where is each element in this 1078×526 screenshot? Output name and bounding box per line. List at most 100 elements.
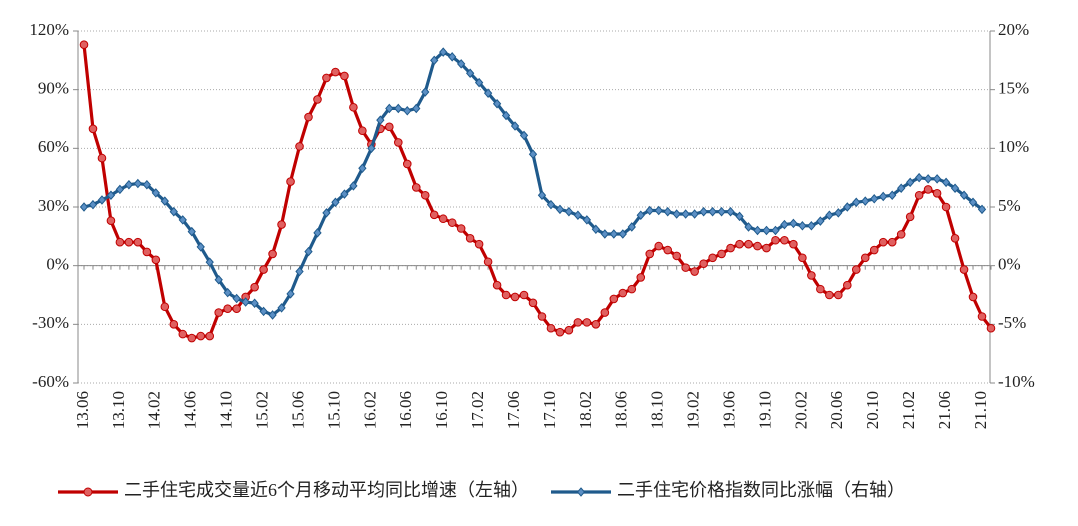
x-tick-label: 14.02 xyxy=(145,391,164,429)
point xyxy=(950,233,960,243)
point xyxy=(618,288,628,298)
point xyxy=(654,241,664,251)
point xyxy=(744,239,753,249)
point xyxy=(411,183,421,192)
point xyxy=(412,103,421,114)
point xyxy=(456,59,466,69)
point xyxy=(187,333,197,343)
point xyxy=(376,115,385,125)
y2-tick-label: -5% xyxy=(998,313,1026,332)
legend-label: 二手住宅成交量近6个月移动平均同比增速（左轴） xyxy=(124,480,529,500)
x-tick-label: 20.06 xyxy=(827,391,846,429)
point xyxy=(825,290,834,300)
point xyxy=(340,71,349,81)
point xyxy=(124,237,134,247)
point xyxy=(429,210,439,220)
x-tick-label: 14.10 xyxy=(217,391,236,429)
point xyxy=(636,210,645,220)
point xyxy=(142,179,152,190)
point xyxy=(286,177,295,186)
point xyxy=(762,225,771,236)
point xyxy=(905,212,915,222)
point xyxy=(205,331,215,341)
point xyxy=(573,318,583,327)
point xyxy=(232,304,241,313)
point xyxy=(555,204,565,215)
point xyxy=(573,210,583,220)
point xyxy=(860,253,870,263)
y2-tick-label: 10% xyxy=(998,137,1029,156)
point xyxy=(106,190,116,201)
x-tick-label: 17.06 xyxy=(504,391,523,429)
x-tick-label: 14.06 xyxy=(181,391,200,429)
point xyxy=(546,323,556,333)
point xyxy=(654,205,663,216)
point xyxy=(187,226,196,237)
point xyxy=(133,237,143,247)
point xyxy=(717,249,726,259)
point xyxy=(708,253,717,263)
point xyxy=(241,297,250,307)
y-tick-label: -60% xyxy=(32,372,69,391)
point xyxy=(780,219,789,230)
x-tick-label: 17.02 xyxy=(468,391,487,429)
point xyxy=(196,331,206,341)
x-tick-label: 16.10 xyxy=(432,391,451,429)
point xyxy=(340,189,349,199)
point xyxy=(897,183,906,193)
point xyxy=(834,208,843,218)
point xyxy=(151,255,161,265)
point xyxy=(313,228,322,238)
point xyxy=(878,237,888,247)
point xyxy=(304,112,313,122)
point xyxy=(798,253,807,263)
point xyxy=(349,181,358,191)
x-tick-label: 19.10 xyxy=(755,391,774,429)
point xyxy=(88,124,98,134)
point xyxy=(744,222,753,232)
point xyxy=(169,206,178,217)
x-tick-label: 21.02 xyxy=(899,391,918,429)
point xyxy=(160,302,170,312)
point xyxy=(905,177,915,188)
point xyxy=(681,263,690,272)
point xyxy=(358,163,367,174)
point xyxy=(959,190,969,201)
point xyxy=(268,249,277,259)
x-tick-label: 15.10 xyxy=(324,391,343,429)
point xyxy=(250,298,259,308)
point xyxy=(923,185,933,194)
point xyxy=(977,312,987,321)
point xyxy=(510,292,520,302)
point xyxy=(762,243,771,253)
x-tick-label: 19.02 xyxy=(684,391,703,429)
y-tick-label: 60% xyxy=(38,137,69,156)
point xyxy=(259,265,268,274)
point xyxy=(771,235,780,245)
point xyxy=(950,183,960,193)
point xyxy=(79,40,89,49)
point xyxy=(214,274,223,285)
point xyxy=(439,47,448,57)
point xyxy=(519,290,529,300)
point xyxy=(789,239,798,249)
point xyxy=(367,143,376,154)
point xyxy=(645,205,654,216)
point xyxy=(843,280,852,290)
point xyxy=(564,206,574,217)
point xyxy=(582,215,592,225)
legend-label: 二手住宅价格指数同比涨幅（右轴） xyxy=(617,480,905,500)
x-tick-label: 13.10 xyxy=(109,391,128,429)
point xyxy=(591,320,601,329)
y2-tick-label: 0% xyxy=(998,255,1021,274)
point xyxy=(97,195,107,205)
point xyxy=(941,177,951,188)
point xyxy=(932,174,942,184)
point xyxy=(690,267,699,276)
point xyxy=(977,204,987,215)
point xyxy=(932,189,942,198)
point xyxy=(142,247,152,257)
point xyxy=(313,95,322,104)
point xyxy=(627,284,637,294)
point xyxy=(483,257,493,267)
